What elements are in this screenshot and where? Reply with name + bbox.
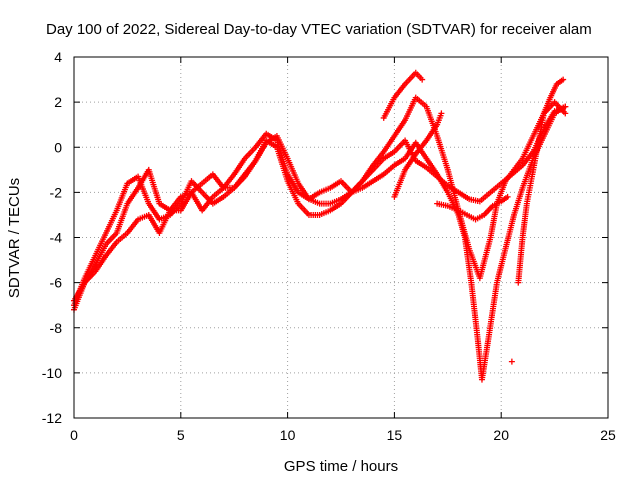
x-tick-label: 25 — [600, 427, 616, 443]
data-point — [419, 76, 426, 83]
series-track-3 — [71, 103, 569, 304]
y-tick-label: 0 — [54, 139, 62, 155]
x-tick-label: 15 — [387, 427, 403, 443]
y-tick-label: -4 — [50, 230, 63, 246]
data-point — [560, 76, 567, 83]
data-points — [71, 69, 569, 383]
y-tick-label: -8 — [50, 320, 63, 336]
x-axis-label: GPS time / hours — [284, 458, 398, 475]
data-point — [504, 193, 511, 200]
y-tick-label: 2 — [54, 94, 62, 110]
x-tick-label: 10 — [280, 427, 296, 443]
x-tick-label: 5 — [177, 427, 185, 443]
y-axis-label: SDTVAR / TECUs — [6, 178, 23, 298]
data-point — [438, 110, 445, 117]
y-tick-label: -2 — [50, 184, 63, 200]
chart-title: Day 100 of 2022, Sidereal Day-to-day VTE… — [46, 21, 592, 38]
axis-ticks: 0 5 10 15 20 25 -12 -10 -8 -6 -4 -2 0 2 4 — [42, 49, 616, 443]
y-tick-label: 4 — [54, 49, 62, 65]
y-tick-label: -12 — [42, 410, 62, 426]
x-tick-label: 20 — [493, 427, 509, 443]
y-tick-label: -6 — [50, 275, 63, 291]
x-tick-label: 0 — [70, 427, 78, 443]
data-point — [562, 103, 569, 110]
series-track-4 — [380, 69, 567, 365]
data-point — [508, 358, 515, 365]
y-tick-label: -10 — [42, 365, 62, 381]
grid-lines — [74, 57, 608, 418]
data-point — [562, 110, 569, 117]
